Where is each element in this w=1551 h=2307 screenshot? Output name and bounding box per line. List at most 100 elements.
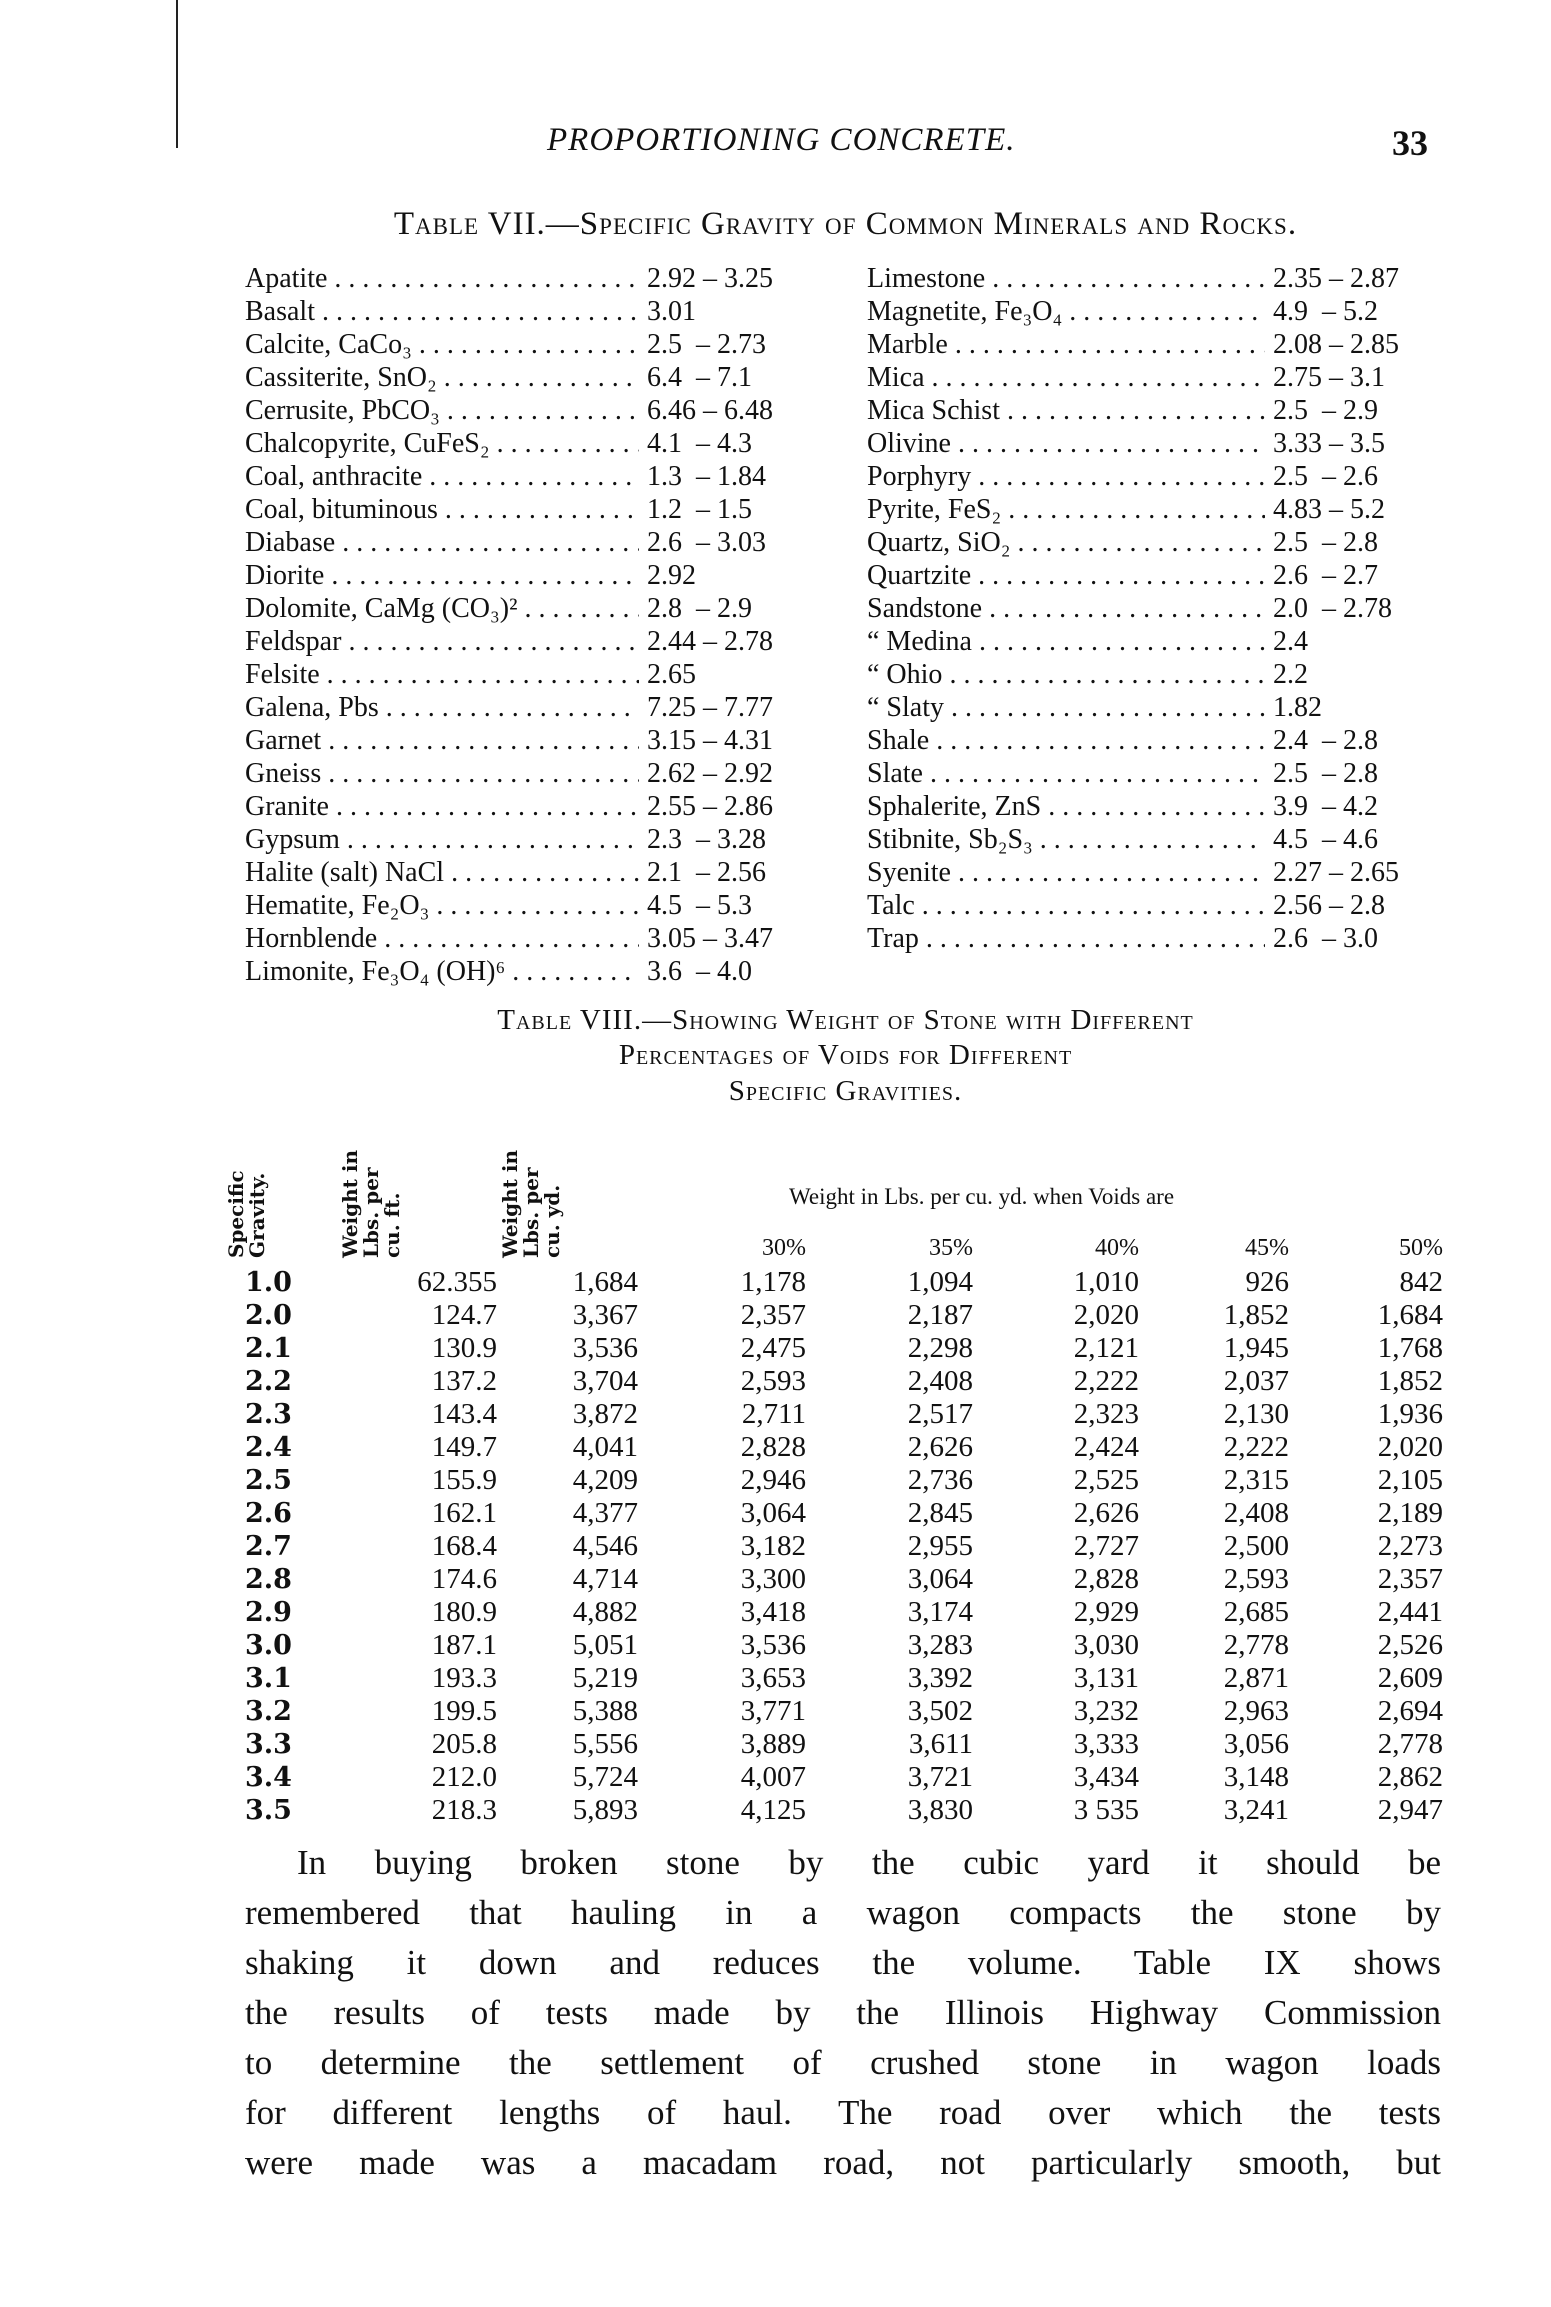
mineral-name: Galena, Pbs . . . . . . . . . . . . . . … <box>245 691 639 724</box>
table-row: Dolomite, CaMg (CO₃)² . . . . . . . . . … <box>245 592 819 625</box>
table-row: 3.0 187.1 5,051 3,536 3,283 3,030 2,778 2,526 <box>0 1629 1551 1662</box>
table-row: 3.2 199.5 5,388 3,771 3,502 3,232 2,963 2,694 <box>0 1695 1551 1728</box>
table-row: Basalt . . . . . . . . . . . . . . . . .… <box>245 295 819 328</box>
table-cell: 212.0 <box>431 1761 497 1793</box>
mineral-name-text: Diabase <box>245 527 336 558</box>
percent-header: 35% <box>929 1235 973 1261</box>
table-cell: 5,219 <box>572 1662 638 1694</box>
mineral-name-text: Sphalerite, ZnS <box>867 791 1042 822</box>
mineral-name-text: Felsite <box>245 659 320 690</box>
table-cell: 4,007 <box>740 1761 806 1793</box>
leader-dots: . . . . . . . . . . . . . . . . . . . . … <box>436 890 639 921</box>
table-cell: 3,232 <box>1073 1695 1139 1727</box>
table-row: Granite . . . . . . . . . . . . . . . . … <box>245 790 819 823</box>
mineral-name: Hornblende . . . . . . . . . . . . . . .… <box>245 922 639 955</box>
specific-gravity-value: 2.65 <box>647 659 696 690</box>
mineral-name: Syenite . . . . . . . . . . . . . . . . … <box>867 856 1265 889</box>
table-cell: 1,094 <box>907 1266 973 1298</box>
leader-dots: . . . . . . . . . . . . . . . . . . . . … <box>978 560 1265 591</box>
specific-gravity-value: 2.5 – 2.8 <box>1273 527 1378 558</box>
leader-dots: . . . . . . . . . . . . . . . . . . . . … <box>921 890 1265 921</box>
mineral-name: Quartzite . . . . . . . . . . . . . . . … <box>867 559 1265 592</box>
mineral-name: Mica Schist . . . . . . . . . . . . . . … <box>867 394 1265 427</box>
leader-dots: . . . . . . . . . . . . . . . . . . . . … <box>328 725 639 756</box>
table-cell: 2,323 <box>1073 1398 1139 1430</box>
table-cell: 4,546 <box>572 1530 638 1562</box>
margin-rule <box>176 0 178 148</box>
table-row: Garnet . . . . . . . . . . . . . . . . .… <box>245 724 819 757</box>
table-cell: 2,694 <box>1377 1695 1443 1727</box>
table-cell: 2,778 <box>1377 1728 1443 1760</box>
table-row: 3.5 218.3 5,893 4,125 3,830 3 535 3,241 2,947 <box>0 1794 1551 1827</box>
table-row: Sandstone . . . . . . . . . . . . . . . … <box>867 592 1440 625</box>
table-row: Halite (salt) NaCl . . . . . . . . . . .… <box>245 856 819 889</box>
leader-dots: . . . . . . . . . . . . . . . . . . . . … <box>958 428 1265 459</box>
mineral-name: Cerrusite, PbCO₃ . . . . . . . . . . . .… <box>245 394 639 427</box>
mineral-name: Dolomite, CaMg (CO₃)² . . . . . . . . . … <box>245 592 639 625</box>
table-cell: 1,768 <box>1377 1332 1443 1364</box>
table-row: Limestone . . . . . . . . . . . . . . . … <box>867 262 1440 295</box>
leader-dots: . . . . . . . . . . . . . . . . . . . . … <box>444 494 639 525</box>
leader-dots: . . . . . . . . . . . . . . . . . . . . … <box>925 923 1265 954</box>
table-cell: 218.3 <box>431 1794 497 1826</box>
specific-gravity-value: 1.82 <box>1273 692 1322 723</box>
leader-dots: . . . . . . . . . . . . . . . . . . . . … <box>989 593 1265 624</box>
table-row: 2.9 180.9 4,882 3,418 3,174 2,929 2,685 2,441 <box>0 1596 1551 1629</box>
leader-dots: . . . . . . . . . . . . . . . . . . . . … <box>930 758 1265 789</box>
specific-gravity-value: 2.5 – 2.9 <box>1273 395 1378 426</box>
leader-dots: . . . . . . . . . . . . . . . . . . . . … <box>496 428 639 459</box>
table-row: 2.7 168.4 4,546 3,182 2,955 2,727 2,500 2,273 <box>0 1530 1551 1563</box>
table-cell: 2,189 <box>1377 1497 1443 1529</box>
table-cell: 143.4 <box>431 1398 497 1430</box>
cell-specific-gravity: 3.4 <box>245 1762 292 1793</box>
cell-specific-gravity: 3.1 <box>245 1663 292 1694</box>
table-cell: 62.355 <box>417 1266 497 1298</box>
mineral-name-text: Apatite <box>245 263 328 294</box>
body-paragraph: In buying broken stone by the cubic yard… <box>245 1838 1441 2188</box>
table-row: Diorite . . . . . . . . . . . . . . . . … <box>245 559 819 592</box>
leader-dots: . . . . . . . . . . . . . . . . . . . . … <box>443 362 639 393</box>
specific-gravity-value: 2.0 – 2.78 <box>1273 593 1392 624</box>
mineral-name: Basalt . . . . . . . . . . . . . . . . .… <box>245 295 639 328</box>
table-row: Gypsum . . . . . . . . . . . . . . . . .… <box>245 823 819 856</box>
table-cell: 2,626 <box>907 1431 973 1463</box>
table-cell: 168.4 <box>431 1530 497 1562</box>
table-vii-title: Table VII.—Specific Gravity of Common Mi… <box>393 206 1298 242</box>
leader-dots: . . . . . . . . . . . . . . . . . . . . … <box>346 824 639 855</box>
mineral-name: Talc . . . . . . . . . . . . . . . . . .… <box>867 889 1265 922</box>
table-cell: 3,300 <box>740 1563 806 1595</box>
table-cell: 4,377 <box>572 1497 638 1529</box>
table-row: Cerrusite, PbCO₃ . . . . . . . . . . . .… <box>245 394 819 427</box>
table-cell: 3,241 <box>1223 1794 1289 1826</box>
leader-dots: . . . . . . . . . . . . . . . . . . . . … <box>978 626 1265 657</box>
table-cell: 2,525 <box>1073 1464 1139 1496</box>
mineral-name-text: Calcite, CaCo₃ <box>245 329 412 360</box>
table-cell: 2,037 <box>1223 1365 1289 1397</box>
table-cell: 3,721 <box>907 1761 973 1793</box>
table-row: Hornblende . . . . . . . . . . . . . . .… <box>245 922 819 955</box>
specific-gravity-value: 2.62 – 2.92 <box>647 758 773 789</box>
table-row: 3.1 193.3 5,219 3,653 3,392 3,131 2,871 2,609 <box>0 1662 1551 1695</box>
paragraph-line: for different lengths of haul. The road … <box>245 2093 1441 2132</box>
table-cell: 3,182 <box>740 1530 806 1562</box>
specific-gravity-value: 4.1 – 4.3 <box>647 428 752 459</box>
table-cell: 124.7 <box>431 1299 497 1331</box>
specific-gravity-value: 3.9 – 4.2 <box>1273 791 1378 822</box>
cell-specific-gravity: 2.4 <box>245 1432 292 1463</box>
specific-gravity-value: 4.83 – 5.2 <box>1273 494 1385 525</box>
table-cell: 2,593 <box>740 1365 806 1397</box>
mineral-name-text: Mica Schist <box>867 395 1000 426</box>
mineral-name-text: Limestone <box>867 263 986 294</box>
leader-dots: . . . . . . . . . . . . . . . . . . . . … <box>1017 527 1265 558</box>
mineral-name-text: Cassiterite, SnO₂ <box>245 362 437 393</box>
table-cell: 3,434 <box>1073 1761 1139 1793</box>
table-row: 2.4 149.7 4,041 2,828 2,626 2,424 2,222 2,020 <box>0 1431 1551 1464</box>
mineral-name-text: Galena, Pbs <box>245 692 379 723</box>
mineral-name: “ Ohio . . . . . . . . . . . . . . . . .… <box>867 658 1265 691</box>
specific-gravity-value: 3.6 – 4.0 <box>647 956 752 987</box>
specific-gravity-value: 7.25 – 7.77 <box>647 692 773 723</box>
table-cell: 1,178 <box>740 1266 806 1298</box>
specific-gravity-value: 2.44 – 2.78 <box>647 626 773 657</box>
table-cell: 187.1 <box>431 1629 497 1661</box>
mineral-name-text: “ Slaty <box>867 692 944 723</box>
